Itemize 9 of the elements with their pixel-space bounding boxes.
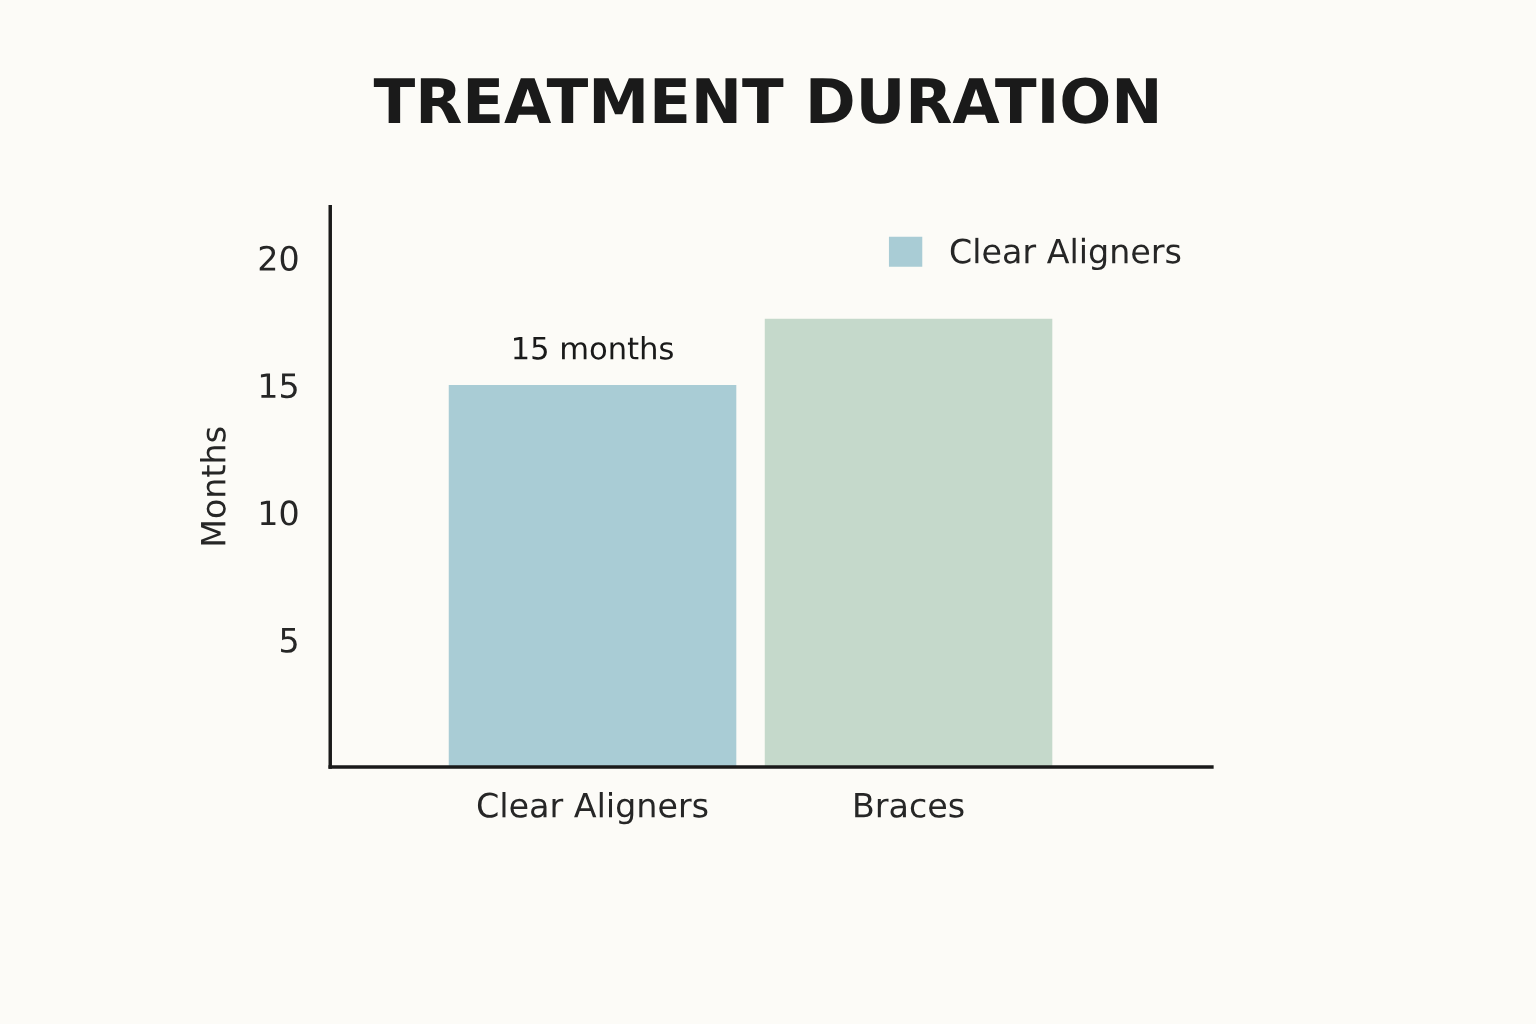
- y-axis-title: Months: [200, 427, 226, 545]
- y-tick-label: 15: [260, 373, 297, 399]
- legend-label: Clear Aligners: [950, 237, 1181, 271]
- y-tick-label: 20: [259, 245, 298, 271]
- y-tick-label: 5: [281, 628, 297, 653]
- chart-title: TREATMENT DURATION: [373, 77, 1157, 124]
- y-tick-label: 10: [260, 500, 298, 526]
- x-tick-label: Braces: [855, 793, 964, 818]
- data-label: 15 months: [514, 336, 673, 360]
